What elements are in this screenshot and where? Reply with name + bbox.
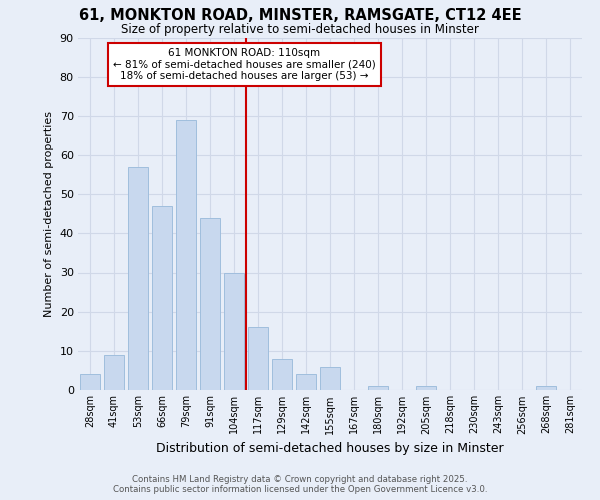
Bar xyxy=(128,167,148,390)
Bar xyxy=(152,206,172,390)
Text: 61 MONKTON ROAD: 110sqm
← 81% of semi-detached houses are smaller (240)
18% of s: 61 MONKTON ROAD: 110sqm ← 81% of semi-de… xyxy=(113,48,376,82)
X-axis label: Distribution of semi-detached houses by size in Minster: Distribution of semi-detached houses by … xyxy=(156,442,504,455)
Y-axis label: Number of semi-detached properties: Number of semi-detached properties xyxy=(44,111,54,317)
Bar xyxy=(296,374,316,390)
Bar xyxy=(104,355,124,390)
Text: Size of property relative to semi-detached houses in Minster: Size of property relative to semi-detach… xyxy=(121,22,479,36)
Bar xyxy=(272,358,292,390)
Bar xyxy=(416,386,436,390)
Bar xyxy=(200,218,220,390)
Text: Contains HM Land Registry data © Crown copyright and database right 2025.
Contai: Contains HM Land Registry data © Crown c… xyxy=(113,474,487,494)
Bar xyxy=(248,328,268,390)
Bar xyxy=(536,386,556,390)
Text: 61, MONKTON ROAD, MINSTER, RAMSGATE, CT12 4EE: 61, MONKTON ROAD, MINSTER, RAMSGATE, CT1… xyxy=(79,8,521,22)
Bar xyxy=(80,374,100,390)
Bar xyxy=(224,272,244,390)
Bar xyxy=(176,120,196,390)
Bar xyxy=(320,366,340,390)
Bar xyxy=(368,386,388,390)
